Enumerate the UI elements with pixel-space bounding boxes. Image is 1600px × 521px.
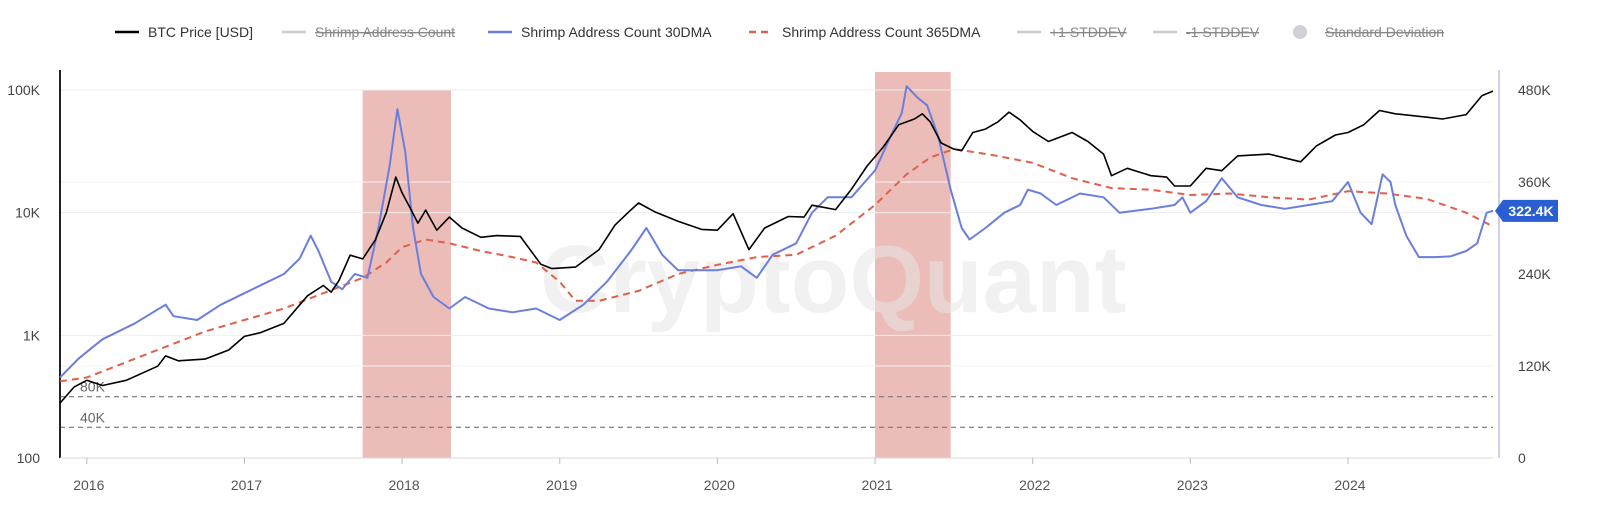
legend-item-sd[interactable]: Standard Deviation [1293,24,1444,40]
gridlines [60,89,1493,367]
legend-label-plus1: +1 STDDEV [1050,24,1127,40]
reference-lines: 80K 40K [60,379,1493,428]
y-left-tick-label: 100 [17,450,41,466]
x-tick-label: 2016 [73,477,104,493]
current-value-badge-bg [1495,199,1558,222]
legend-label-dma30: Shrimp Address Count 30DMA [521,24,712,40]
legend-label-dma365: Shrimp Address Count 365DMA [782,24,981,40]
legend-item-btc[interactable]: BTC Price [USD] [115,24,253,40]
legend-item-plus1[interactable]: +1 STDDEV [1017,24,1127,40]
y-right-tick-label: 480K [1518,82,1551,98]
current-value-badge: 322.4K [1495,199,1558,222]
x-tick-label: 2024 [1334,477,1365,493]
legend: BTC Price [USD] Shrimp Address Count Shrim… [115,24,1444,40]
x-tick-label: 2023 [1177,477,1208,493]
current-value-badge-label: 322.4K [1508,203,1553,219]
legend-label-sd: Standard Deviation [1325,24,1444,40]
x-tick-label: 2019 [546,477,577,493]
legend-item-minus1[interactable]: -1 STDDEV [1153,24,1260,40]
y-right-tick-label: 240K [1518,266,1551,282]
series-line-btc-price [59,90,1494,404]
y-left-tick-label: 10K [15,205,41,221]
axes: 100 1K 10K 100K 0 120K 240K 360K 480K 2016 2017 201… [7,70,1551,493]
legend-item-dma30[interactable]: Shrimp Address Count 30DMA [488,24,712,40]
watermark: CryptoQuant [540,226,1127,333]
y-right-tick-label: 360K [1518,174,1551,190]
legend-label-minus1: -1 STDDEV [1186,24,1260,40]
legend-swatch-sd [1293,25,1307,39]
x-tick-label: 2022 [1019,477,1050,493]
x-tick-label: 2020 [704,477,735,493]
reference-label: 80K [80,379,106,395]
legend-label-btc: BTC Price [USD] [148,24,253,40]
legend-label-shrimp: Shrimp Address Count [315,24,455,40]
series-line-shrimp-30dma [59,85,1494,379]
series-line-shrimp-365dma [59,148,1494,383]
legend-item-dma365[interactable]: Shrimp Address Count 365DMA [749,24,981,40]
x-tick-label: 2018 [389,477,420,493]
x-tick-label: 2017 [231,477,262,493]
y-right-tick-label: 120K [1518,358,1551,374]
x-tick-label: 2021 [861,477,892,493]
reference-label: 40K [80,409,106,425]
legend-item-shrimp[interactable]: Shrimp Address Count [282,24,455,40]
series-lines [59,85,1494,404]
highlight-band-1 [362,90,451,458]
y-left-tick-label: 1K [23,327,41,343]
y-right-tick-label: 0 [1518,450,1526,466]
y-left-tick-label: 100K [7,82,40,98]
